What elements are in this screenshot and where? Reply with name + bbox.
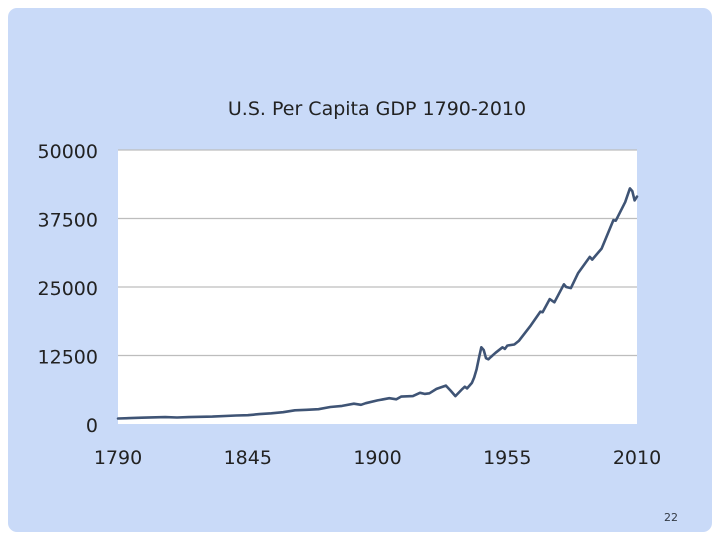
x-tick-label-3: 1955 bbox=[483, 447, 531, 469]
x-tick-label-1: 1845 bbox=[224, 447, 272, 469]
series-layer bbox=[116, 187, 639, 420]
series-line-0 bbox=[116, 187, 639, 420]
x-tick-label-0: 1790 bbox=[94, 447, 142, 469]
x-tick-label-2: 1900 bbox=[353, 447, 401, 469]
page-number: 22 bbox=[664, 511, 678, 524]
y-tick-label-1: 12500 bbox=[38, 347, 98, 369]
y-axis-tick-labels: 0 12500 25000 37500 50000 bbox=[38, 141, 98, 437]
y-tick-label-2: 25000 bbox=[38, 278, 98, 300]
y-tick-label-4: 50000 bbox=[38, 141, 98, 163]
gridlines bbox=[118, 149, 637, 357]
x-axis-tick-labels: 1790 1845 1900 1955 2010 bbox=[94, 447, 661, 469]
x-tick-label-4: 2010 bbox=[613, 447, 661, 469]
y-tick-label-3: 37500 bbox=[38, 210, 98, 232]
y-tick-label-0: 0 bbox=[86, 415, 98, 437]
chart-title: U.S. Per Capita GDP 1790-2010 bbox=[228, 98, 526, 120]
